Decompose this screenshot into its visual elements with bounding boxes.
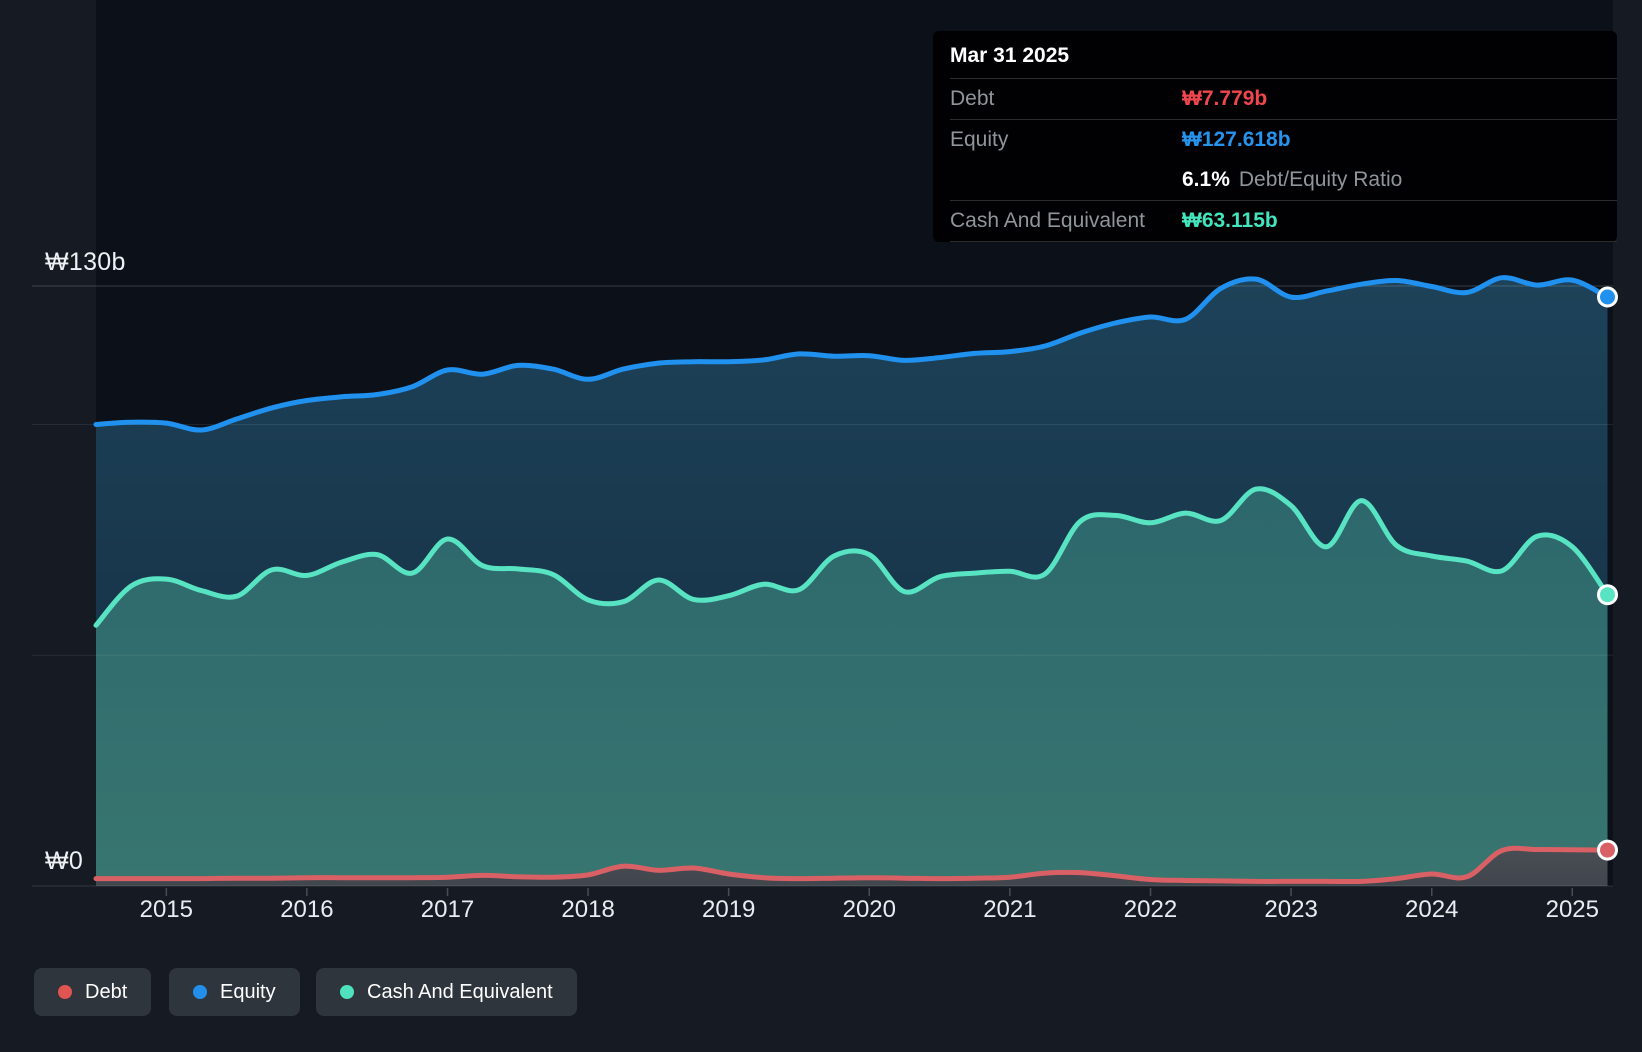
x-axis-label-2025: 2025 [1545,896,1599,923]
y-axis-label-max: ₩130b [45,248,126,276]
tooltip-date: Mar 31 2025 [950,44,1070,67]
tooltip-equity-label: Equity [950,128,1009,151]
tooltip-row-debt: Debt ₩7.779b [950,78,1617,119]
tooltip-ratio-value: 6.1% [1182,168,1230,191]
legend-item-cash-label: Cash And Equivalent [367,980,553,1003]
x-axis-label-2015: 2015 [139,896,193,923]
equity-dot-icon [193,985,207,999]
x-axis-label-2019: 2019 [701,896,756,923]
x-axis-label-2024: 2024 [1404,896,1459,923]
x-axis-label-2018: 2018 [561,896,615,923]
tooltip-row-cash: Cash And Equivalent ₩63.115b [950,200,1617,242]
x-axis-label-2017: 2017 [420,896,475,923]
debt-dot-icon [58,985,72,999]
legend-item-equity[interactable]: Equity [169,968,300,1016]
tooltip-row-equity: Equity ₩127.618b [950,119,1617,160]
legend-item-debt[interactable]: Debt [34,968,152,1016]
tooltip-ratio-label: Debt/Equity Ratio [1238,168,1403,191]
legend-item-cash[interactable]: Cash And Equivalent [316,968,577,1016]
x-axis-label-2020: 2020 [842,896,896,923]
y-axis-label-zero: ₩0 [45,847,84,875]
x-axis-label-2023: 2023 [1264,896,1318,923]
legend-item-debt-label: Debt [85,980,128,1003]
tooltip-debt-value: ₩7.779b [1182,87,1268,110]
x-axis-label-2021: 2021 [983,896,1037,923]
cash-dot-icon [340,985,354,999]
tooltip-cash-value: ₩63.115b [1182,209,1278,232]
legend-item-equity-label: Equity [220,980,276,1003]
tooltip-debt-label: Debt [950,87,995,110]
tooltip: Mar 31 2025 Debt ₩7.779b Equity ₩127.618… [933,31,1617,242]
tooltip-equity-value: ₩127.618b [1182,128,1291,151]
tooltip-row-ratio: 6.1% Debt/Equity Ratio [950,160,1617,200]
x-axis-label-2016: 2016 [280,896,334,923]
tooltip-cash-label: Cash And Equivalent [950,209,1145,232]
x-axis-label-2022: 2022 [1123,896,1178,923]
